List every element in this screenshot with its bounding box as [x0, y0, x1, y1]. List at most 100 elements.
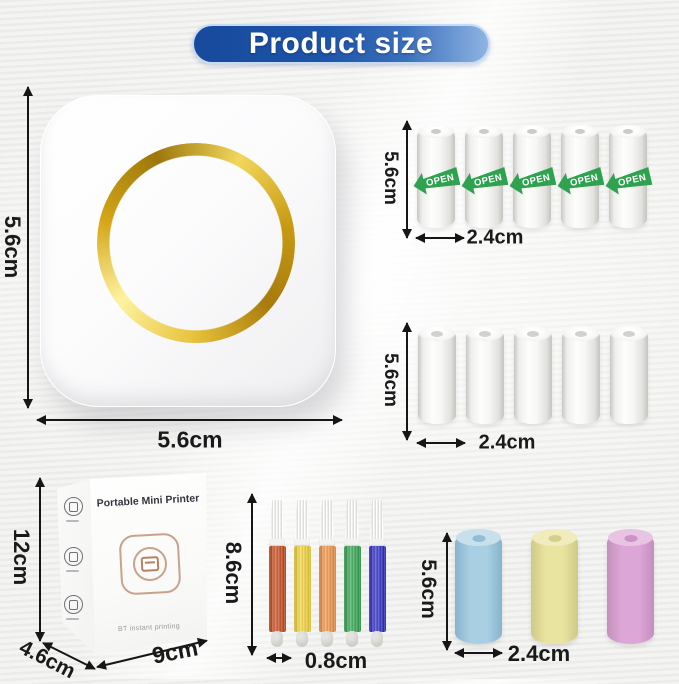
open-rolls-height-label: 5.6cm — [380, 151, 401, 205]
colored-roll-body — [607, 532, 654, 644]
printer-illustration-icon — [118, 532, 182, 596]
markers-height-label: 8.6cm — [221, 541, 246, 605]
markers-width-label: 0.8cm — [304, 648, 368, 673]
box-feature-icon — [64, 595, 83, 614]
page-title: Product size — [192, 24, 490, 64]
product-box-image: Portable Mini Printer BT instant printin… — [50, 470, 215, 675]
feature-glyph-icon — [69, 551, 78, 562]
paper-roll-hole — [479, 129, 489, 134]
marker-collar — [269, 539, 285, 546]
marker-collar — [369, 539, 385, 546]
printer-width-arrow — [36, 415, 343, 425]
printer-illustration-ring — [132, 546, 168, 582]
colored-roll-hole — [548, 535, 561, 542]
markers-height-arrow — [247, 493, 257, 656]
marker-body — [318, 546, 336, 632]
paper-roll-white — [514, 326, 552, 429]
paper-roll-hole — [431, 129, 441, 134]
marker-pen-2 — [318, 500, 336, 648]
markers-width-arrow — [266, 653, 292, 663]
paper-roll-open: OPEN — [561, 125, 599, 228]
paper-roll-hole — [479, 331, 491, 337]
box-front-panel: Portable Mini Printer BT instant printin… — [90, 473, 207, 654]
feature-glyph-icon — [69, 599, 78, 610]
marker-tip — [271, 631, 283, 647]
markers-group — [268, 500, 395, 648]
paper-roll-body — [418, 328, 456, 424]
colored-rolls-height-label: 5.6cm — [417, 559, 440, 619]
marker-body — [368, 546, 386, 632]
paper-roll-hole — [575, 129, 585, 134]
marker-cap — [345, 500, 359, 540]
colored-roll-pink — [607, 529, 654, 644]
paper-roll-hole — [623, 129, 633, 134]
printer-height-arrow — [23, 86, 33, 409]
paper-roll-open: OPEN — [417, 125, 455, 228]
marker-cap — [295, 500, 309, 540]
box-feature-icon — [64, 497, 83, 516]
colored-rolls-height-arrow — [442, 532, 452, 651]
box-subtitle: BT instant printing — [117, 622, 181, 634]
paper-roll-white — [562, 326, 600, 429]
paper-roll-body — [610, 328, 648, 424]
box-feature-caption — [66, 570, 79, 572]
white-rolls-diameter-arrow — [416, 438, 466, 448]
printer-illustration-glyph — [140, 556, 160, 572]
marker-collar — [319, 539, 335, 546]
paper-roll-hole — [527, 129, 537, 134]
colored-rolls-diameter-arrow — [454, 648, 503, 658]
paper-roll-body — [466, 328, 504, 424]
white-rolls-group — [418, 326, 658, 424]
colored-roll-blue — [455, 529, 502, 644]
colored-roll-yellow — [531, 529, 578, 644]
marker-pen-1 — [293, 500, 311, 648]
paper-roll-open: OPEN — [465, 125, 503, 228]
page-title-text: Product size — [248, 27, 434, 60]
box-feature-caption — [66, 618, 79, 620]
colored-roll-body — [531, 532, 578, 644]
box-title: Portable Mini Printer — [96, 492, 200, 510]
printer-height-label: 5.6cm — [0, 215, 25, 279]
paper-roll-body — [514, 328, 552, 424]
open-rolls-height-arrow — [402, 120, 412, 239]
marker-tip — [296, 631, 308, 647]
marker-cap — [270, 500, 284, 540]
paper-roll-white — [466, 326, 504, 429]
white-rolls-height-arrow — [402, 322, 412, 441]
colored-roll-body — [455, 532, 502, 644]
open-rolls-diameter-arrow — [415, 233, 465, 243]
paper-roll-white — [418, 326, 456, 429]
open-rolls-diameter-label: 2.4cm — [466, 226, 524, 249]
paper-roll-hole — [623, 331, 635, 337]
marker-cap — [370, 500, 384, 540]
colored-roll-hole — [472, 535, 485, 542]
marker-body — [268, 546, 286, 632]
white-rolls-height-label: 5.6cm — [380, 353, 401, 407]
marker-collar — [344, 539, 360, 546]
paper-roll-hole — [431, 331, 443, 337]
paper-roll-hole — [575, 331, 587, 337]
open-rolls-group: OPEN OPEN OPEN OPEN OPEN — [417, 125, 657, 228]
marker-pen-3 — [343, 500, 361, 648]
feature-glyph-icon — [69, 501, 78, 512]
marker-pen-4 — [368, 500, 386, 648]
marker-collar — [294, 539, 310, 546]
box-height-label: 12cm — [9, 528, 34, 586]
white-rolls-diameter-label: 2.4cm — [478, 431, 536, 454]
paper-roll-white — [610, 326, 648, 429]
marker-tip — [371, 631, 383, 647]
paper-roll-body — [562, 328, 600, 424]
box-height-arrow — [35, 477, 45, 642]
paper-roll-open: OPEN — [513, 125, 551, 228]
marker-cap — [320, 500, 334, 540]
paper-roll-open: OPEN — [609, 125, 647, 228]
printer-width-label: 5.6cm — [157, 426, 223, 453]
colored-rolls-diameter-label: 2.4cm — [507, 641, 571, 666]
colored-rolls-group — [455, 529, 655, 644]
marker-pen-0 — [268, 500, 286, 648]
paper-roll-hole — [527, 331, 539, 337]
box-feature-icon — [64, 547, 83, 566]
mini-printer-image — [40, 95, 336, 407]
marker-body — [343, 546, 361, 632]
